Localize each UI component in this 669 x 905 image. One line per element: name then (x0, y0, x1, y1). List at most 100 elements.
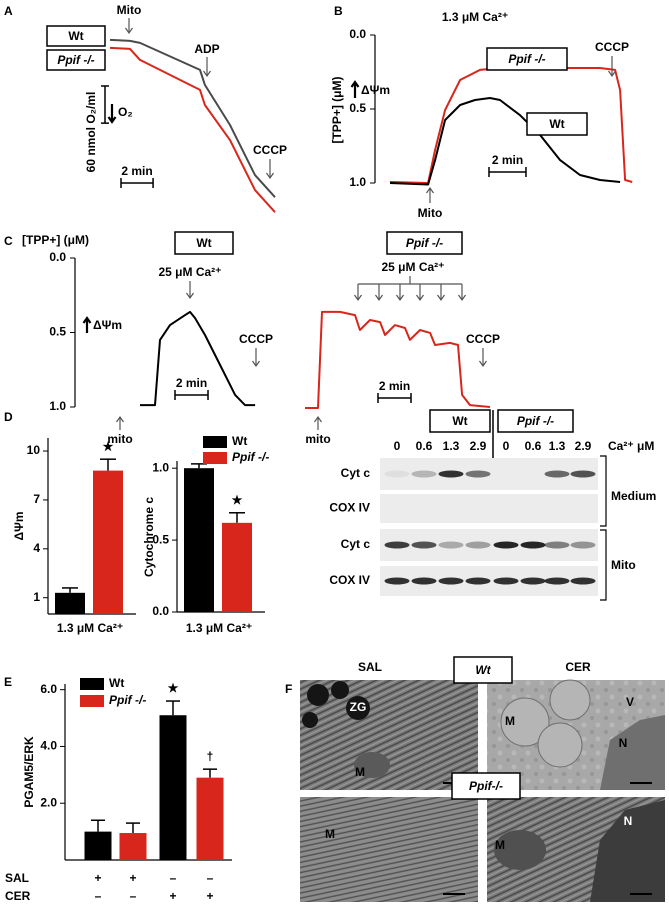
lane-label: 1.3 (443, 439, 460, 453)
legend-box (486, 47, 568, 71)
condition-mark: + (94, 871, 101, 885)
legend-swatch (203, 452, 227, 464)
structure-label: M (505, 714, 515, 728)
trace (109, 46, 276, 213)
bracket (358, 276, 462, 285)
annotation: ADP (194, 42, 219, 56)
arrow (350, 80, 360, 98)
legend-label: Wt (232, 434, 247, 448)
trace (305, 310, 491, 409)
band (438, 577, 464, 585)
y-tick-label: 0.5 (349, 101, 366, 115)
legend-swatch (80, 695, 104, 707)
arrow (203, 57, 211, 78)
arrow (608, 56, 616, 78)
scale-bar-label: 2 min (492, 153, 523, 167)
legend-box (174, 231, 234, 255)
significance-mark: ★ (232, 493, 243, 507)
unit-label: Ca²⁺ μM (608, 439, 654, 453)
scale-bar (174, 390, 209, 400)
legend-swatch (80, 678, 104, 690)
arrow (252, 348, 260, 368)
y-axis-label: Cytochrome c (142, 497, 156, 577)
panel-label: E (4, 675, 12, 689)
annotation: Mito (117, 3, 142, 17)
lane-label: 1.3 (549, 439, 566, 453)
scale-bar (488, 167, 527, 177)
lane-label: 2.9 (470, 439, 487, 453)
band (544, 577, 570, 585)
annotation: mito (305, 432, 330, 446)
legend-label: Wt (68, 29, 83, 43)
row-label: COX IV (329, 501, 370, 515)
bar (119, 833, 147, 860)
band (411, 470, 437, 478)
trace (140, 310, 256, 407)
y-axis-label: [TPP+] (μM) (330, 76, 344, 143)
annotation: Mito (418, 206, 443, 220)
bracket (600, 455, 607, 601)
significance-mark: † (207, 749, 214, 763)
blot-strip (380, 494, 598, 523)
scale-bar-label: 2 min (379, 379, 410, 393)
arrow (266, 159, 274, 180)
column-label: SAL (358, 660, 382, 674)
legend-box (46, 49, 106, 71)
arrow (186, 281, 194, 300)
annotation: 25 μM Ca²⁺ (158, 265, 221, 279)
panel-label: C (4, 234, 13, 248)
legend-label: Ppif -/- (232, 450, 269, 464)
scale-bar-label: 60 nmol O₂/ml (84, 92, 98, 173)
bar (196, 777, 224, 860)
band (520, 577, 546, 585)
panel-label: B (334, 4, 343, 18)
arrow (116, 415, 124, 430)
fraction-label: Medium (611, 489, 656, 503)
band (384, 577, 410, 585)
scale-bar-label: 2 min (121, 164, 152, 178)
y-tick-label: 1.0 (49, 399, 66, 413)
lane-label: 0 (503, 439, 510, 453)
micrograph (300, 680, 478, 790)
nucleus-edge (600, 715, 665, 790)
condition-mark: – (170, 871, 177, 885)
structure-label: ZG (350, 700, 367, 714)
group-label: Ppif -/- (517, 414, 554, 428)
arrow (479, 348, 487, 368)
y-tick-label: 6.0 (40, 682, 57, 696)
legend-box (386, 231, 463, 255)
row-label: Cyt c (341, 466, 371, 480)
band (570, 577, 596, 585)
band (520, 541, 546, 549)
lane-label: 2.9 (575, 439, 592, 453)
y-tick-label: 4 (33, 541, 40, 555)
fraction-label: Mito (611, 558, 636, 572)
band (493, 577, 519, 585)
arrow (107, 104, 117, 124)
legend-swatch (203, 436, 227, 448)
band (570, 541, 596, 549)
x-axis-label: 1.3 μM Ca²⁺ (186, 621, 252, 635)
y-tick-label: 0.0 (49, 250, 66, 264)
condition-label: SAL (5, 871, 29, 885)
granule (302, 712, 318, 728)
scale-bar (120, 178, 154, 188)
group-box (497, 409, 574, 433)
y-tick-label: 1.0 (152, 460, 169, 474)
panel-label: F (285, 682, 292, 696)
condition-mark: + (129, 871, 136, 885)
y-tick-label: 0.5 (49, 325, 66, 339)
row-label: COX IV (329, 573, 370, 587)
legend-box (46, 25, 106, 47)
annotation: CCCP (239, 332, 273, 346)
arrow (125, 18, 133, 35)
annotation: CCCP (253, 143, 287, 157)
band (465, 470, 491, 478)
condition-mark: – (130, 889, 137, 903)
structure-label: M (355, 765, 365, 779)
row-label: Cyt c (341, 537, 371, 551)
legend-label: Wt (109, 676, 124, 690)
band (384, 541, 410, 549)
